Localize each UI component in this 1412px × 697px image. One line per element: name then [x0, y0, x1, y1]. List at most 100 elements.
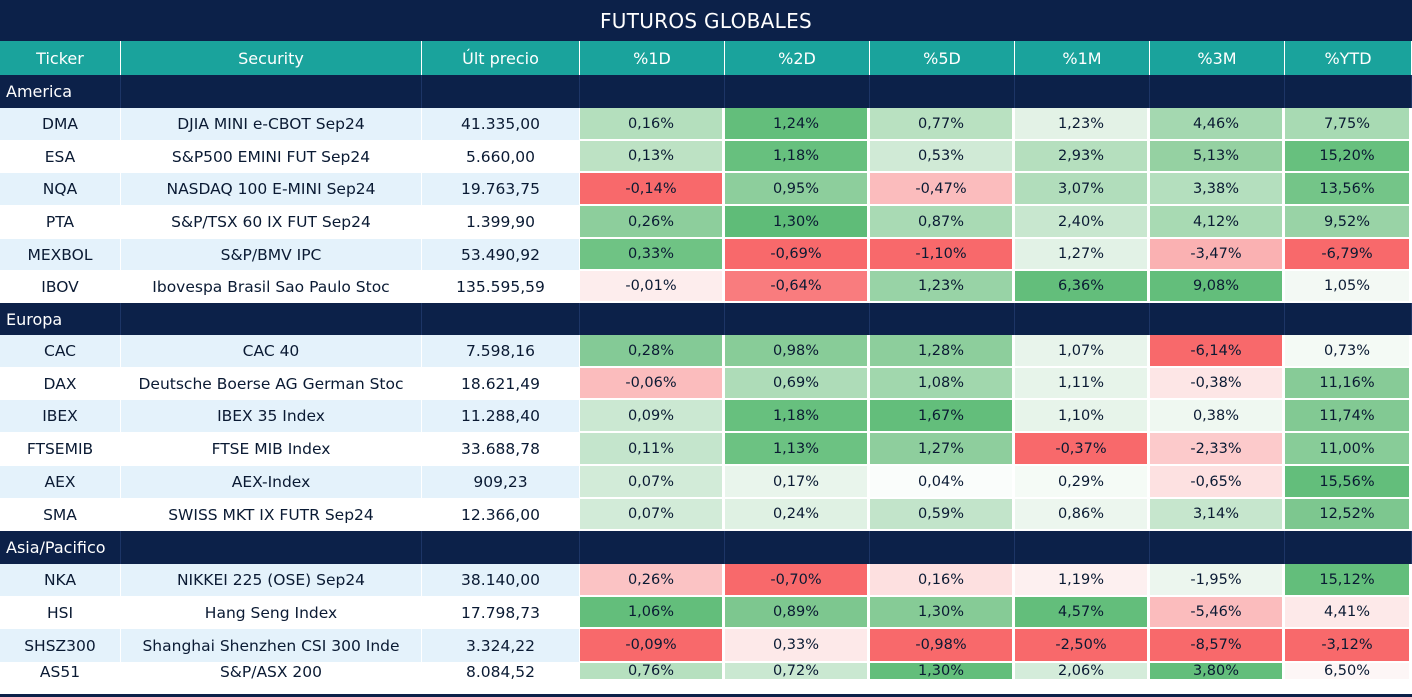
pct-cell: 1,27%	[870, 433, 1015, 466]
section-label: America	[0, 75, 121, 108]
pct-cell: 6,50%	[1285, 663, 1412, 681]
security-cell: IBEX 35 Index	[121, 400, 422, 433]
security-cell: S&P/TSX 60 IX FUT Sep24	[121, 206, 422, 239]
pct-cell: 0,17%	[725, 466, 870, 499]
section-cell	[1015, 531, 1150, 564]
column-header: Ticker	[0, 41, 121, 75]
pct-cell: -0,09%	[580, 629, 725, 663]
pct-cell: 6,36%	[1015, 271, 1150, 303]
section-cell	[870, 75, 1015, 108]
security-cell: Deutsche Boerse AG German Stoc	[121, 368, 422, 400]
pct-cell: 1,13%	[725, 433, 870, 466]
column-header: %1D	[580, 41, 725, 75]
pct-cell: -6,14%	[1150, 335, 1285, 368]
price-cell: 11.288,40	[422, 400, 580, 433]
table-row: AEX AEX-Index 909,23 0,07% 0,17% 0,04% 0,29% -0…	[0, 466, 1412, 499]
pct-cell: 1,23%	[1015, 108, 1150, 141]
table-row: HSI Hang Seng Index 17.798,73 1,06% 0,89% 1,3…	[0, 597, 1412, 629]
column-header: %YTD	[1285, 41, 1412, 75]
price-cell: 3.324,22	[422, 629, 580, 663]
security-cell: NASDAQ 100 E-MINI Sep24	[121, 173, 422, 206]
ticker-cell: NKA	[0, 564, 121, 597]
pct-cell: -0,98%	[870, 629, 1015, 663]
pct-cell: 9,52%	[1285, 206, 1412, 239]
table-row: ESA S&P500 EMINI FUT Sep24 5.660,00 0,13% 1,…	[0, 141, 1412, 173]
pct-cell: 0,86%	[1015, 499, 1150, 531]
table-title: FUTUROS GLOBALES	[0, 0, 1412, 41]
pct-cell: 0,87%	[870, 206, 1015, 239]
table-row: AS51 S&P/ASX 200 8.084,52 0,76% 0,72% 1,30% 2,…	[0, 663, 1412, 682]
section-cell	[121, 303, 422, 335]
pct-cell: 0,69%	[725, 368, 870, 400]
column-header: %2D	[725, 41, 870, 75]
pct-cell: -0,47%	[870, 173, 1015, 206]
pct-cell: 15,12%	[1285, 564, 1412, 597]
pct-cell: -0,64%	[725, 271, 870, 303]
table-row: NQA NASDAQ 100 E-MINI Sep24 19.763,75 -0,14…	[0, 173, 1412, 206]
ticker-cell: AS51	[0, 663, 121, 682]
pct-cell: -0,38%	[1150, 368, 1285, 400]
pct-cell: 0,26%	[580, 206, 725, 239]
column-header: %1M	[1015, 41, 1150, 75]
pct-cell: -5,46%	[1150, 597, 1285, 629]
pct-cell: -0,69%	[725, 239, 870, 271]
pct-cell: 1,08%	[870, 368, 1015, 400]
section-cell	[580, 531, 725, 564]
section-cell	[1150, 303, 1285, 335]
column-header: Últ precio	[422, 41, 580, 75]
table-row: IBEX IBEX 35 Index 11.288,40 0,09% 1,18% 1,67…	[0, 400, 1412, 433]
section-cell	[422, 75, 580, 108]
ticker-cell: PTA	[0, 206, 121, 239]
pct-cell: 1,30%	[725, 206, 870, 239]
section-cell	[580, 75, 725, 108]
pct-cell: 7,75%	[1285, 108, 1412, 141]
pct-cell: 0,38%	[1150, 400, 1285, 433]
section-row: Europa	[0, 303, 1412, 335]
pct-cell: -0,14%	[580, 173, 725, 206]
price-cell: 17.798,73	[422, 597, 580, 629]
price-cell: 53.490,92	[422, 239, 580, 271]
pct-cell: 1,30%	[870, 597, 1015, 629]
column-header: %3M	[1150, 41, 1285, 75]
price-cell: 135.595,59	[422, 271, 580, 303]
header-row: Ticker Security Últ precio %1D %2D %5D %1M %3M%…	[0, 41, 1412, 75]
section-row: Asia/Pacifico	[0, 531, 1412, 564]
security-cell: FTSE MIB Index	[121, 433, 422, 466]
section-cell	[422, 531, 580, 564]
ticker-cell: SMA	[0, 499, 121, 531]
pct-cell: 15,56%	[1285, 466, 1412, 499]
section-cell	[1285, 75, 1412, 108]
security-cell: Shanghai Shenzhen CSI 300 Inde	[121, 629, 422, 663]
price-cell: 5.660,00	[422, 141, 580, 173]
pct-cell: 0,13%	[580, 141, 725, 173]
section-cell	[1015, 75, 1150, 108]
security-cell: AEX-Index	[121, 466, 422, 499]
pct-cell: 12,52%	[1285, 499, 1412, 531]
ticker-cell: NQA	[0, 173, 121, 206]
pct-cell: 1,18%	[725, 141, 870, 173]
pct-cell: 0,16%	[580, 108, 725, 141]
pct-cell: 0,98%	[725, 335, 870, 368]
pct-cell: 0,72%	[725, 663, 870, 681]
price-cell: 33.688,78	[422, 433, 580, 466]
pct-cell: 0,04%	[870, 466, 1015, 499]
security-cell: CAC 40	[121, 335, 422, 368]
table-row: MEXBOL S&P/BMV IPC 53.490,92 0,33% -0,69% -1,…	[0, 239, 1412, 271]
section-cell	[422, 303, 580, 335]
pct-cell: 0,26%	[580, 564, 725, 597]
pct-cell: -2,50%	[1015, 629, 1150, 663]
table-row: DMA DJIA MINI e-CBOT Sep24 41.335,00 0,16% 1…	[0, 108, 1412, 141]
pct-cell: 1,24%	[725, 108, 870, 141]
table-row: DAX Deutsche Boerse AG German Stoc 18.621,…	[0, 368, 1412, 400]
ticker-cell: DMA	[0, 108, 121, 141]
ticker-cell: HSI	[0, 597, 121, 629]
pct-cell: 13,56%	[1285, 173, 1412, 206]
pct-cell: 0,28%	[580, 335, 725, 368]
pct-cell: 4,41%	[1285, 597, 1412, 629]
section-cell	[121, 531, 422, 564]
pct-cell: 0,95%	[725, 173, 870, 206]
security-cell: Hang Seng Index	[121, 597, 422, 629]
section-cell	[725, 75, 870, 108]
pct-cell: 0,09%	[580, 400, 725, 433]
section-cell	[870, 531, 1015, 564]
